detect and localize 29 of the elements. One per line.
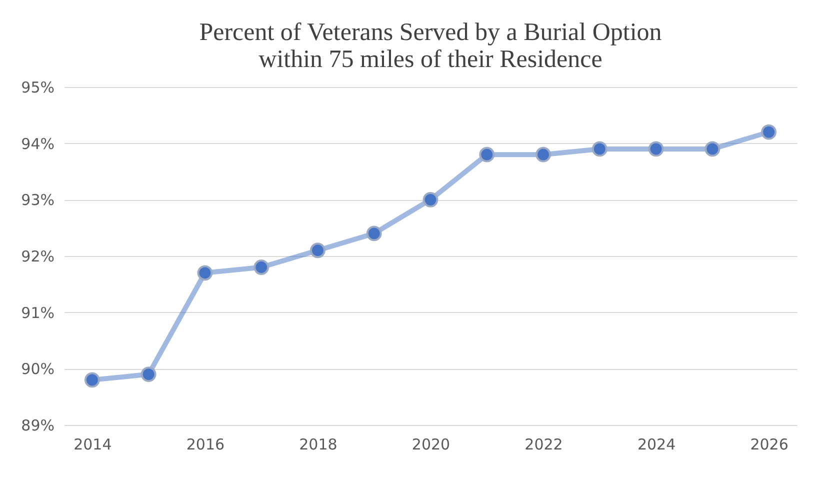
y-tick-label: 95%	[21, 78, 54, 96]
y-tick-label: 91%	[21, 304, 54, 322]
y-tick-label: 92%	[21, 248, 54, 266]
x-tick-label: 2018	[299, 436, 338, 454]
y-tick-label: 94%	[21, 134, 54, 153]
point	[704, 141, 720, 157]
x-tick-label: 2024	[637, 436, 676, 454]
x-tick-label: 2014	[74, 436, 112, 454]
point	[366, 226, 382, 242]
point	[536, 146, 551, 162]
point	[310, 242, 326, 258]
x-tick-label: 2016	[186, 436, 225, 454]
point	[84, 372, 100, 388]
x-tick-label: 2022	[524, 436, 563, 454]
point	[479, 146, 495, 162]
point	[197, 265, 213, 281]
point	[422, 192, 438, 208]
point	[140, 366, 156, 382]
point	[648, 141, 664, 157]
text: within 75 miles of their Residence	[258, 46, 602, 73]
point	[254, 260, 270, 275]
y-tick-label: 89%	[21, 416, 54, 434]
x-tick-label: 2020	[412, 436, 450, 454]
text: Percent of Veterans Served by a Burial Option	[199, 19, 662, 46]
point	[761, 124, 777, 140]
y-tick-label: 93%	[21, 191, 54, 210]
point	[592, 141, 608, 157]
y-tick-label: 90%	[21, 360, 54, 378]
x-tick-label: 2026	[750, 436, 788, 454]
